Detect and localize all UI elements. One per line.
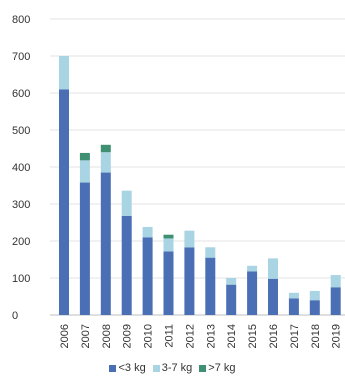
bar-segment-2013-series-0 — [205, 257, 216, 315]
bar-segment-2012-series-0 — [184, 247, 195, 315]
x-tick-label: 2010 — [143, 324, 155, 348]
bar-segment-2006-series-0 — [59, 89, 69, 315]
x-tick-label: 2016 — [268, 324, 280, 348]
bar-segment-2019-series-1 — [330, 275, 341, 288]
y-tick-label: 0 — [12, 310, 18, 322]
bar-segment-2013-series-1 — [205, 247, 216, 258]
x-axis-ticks: 2006 2007 2008 2009 2010 2011 2012 2013 2014 2015… — [59, 324, 343, 348]
bar-segment-2007-series-1 — [79, 160, 90, 183]
grid-lines — [50, 18, 345, 316]
legend-item-lt3kg: <3 kg — [109, 362, 146, 374]
bar-segment-2014-series-1 — [226, 278, 237, 285]
bar-segment-2011-series-2 — [163, 234, 174, 239]
y-tick-label: 400 — [12, 162, 30, 174]
legend: <3 kg 3-7 kg >7 kg — [0, 362, 345, 374]
x-tick-label: 2006 — [59, 324, 71, 348]
bar-segment-2007-series-2 — [79, 152, 90, 161]
legend-item-3to7kg: 3-7 kg — [152, 362, 193, 374]
bar-segment-2016-series-0 — [268, 278, 278, 315]
y-axis-ticks: 0 100 200 300 400 500 600 700 800 — [12, 14, 30, 322]
y-tick-label: 800 — [12, 14, 30, 26]
bar-segment-2017-series-1 — [288, 292, 299, 299]
legend-item-gt7kg: >7 kg — [199, 362, 236, 374]
bar-segment-2015-series-0 — [247, 271, 258, 315]
legend-label-lt3kg: <3 kg — [118, 362, 146, 374]
legend-swatch-3to7kg — [152, 364, 160, 372]
y-tick-label: 300 — [12, 199, 30, 211]
bar-segment-2018-series-0 — [309, 300, 320, 315]
x-tick-label: 2013 — [205, 324, 217, 348]
x-tick-label: 2017 — [289, 324, 301, 348]
bar-segment-2015-series-1 — [247, 265, 258, 272]
bar-segment-2018-series-1 — [309, 290, 320, 301]
legend-label-gt7kg: >7 kg — [208, 362, 236, 374]
bar-segment-2009-series-1 — [121, 190, 132, 216]
y-tick-label: 700 — [12, 51, 30, 63]
bar-segment-2017-series-0 — [288, 298, 299, 315]
bar-segment-2008-series-0 — [100, 172, 111, 315]
bar-segment-2009-series-0 — [121, 215, 132, 315]
x-tick-label: 2014 — [226, 324, 238, 348]
bar-segment-2014-series-0 — [226, 284, 237, 315]
bar-segment-2011-series-1 — [163, 238, 174, 252]
x-tick-label: 2015 — [247, 324, 259, 348]
x-tick-label: 2018 — [310, 324, 322, 348]
x-tick-label: 2012 — [184, 324, 196, 348]
bar-segment-2008-series-1 — [100, 152, 111, 173]
y-tick-label: 200 — [12, 236, 30, 248]
bar-segment-2008-series-2 — [100, 144, 111, 153]
x-tick-label: 2007 — [80, 324, 92, 348]
bar-segment-2012-series-1 — [184, 230, 195, 248]
legend-swatch-gt7kg — [199, 364, 207, 372]
bars — [59, 56, 341, 315]
legend-label-3to7kg: 3-7 kg — [161, 362, 193, 374]
x-tick-label: 2008 — [101, 324, 113, 348]
bar-segment-2010-series-0 — [142, 237, 153, 315]
x-tick-label: 2009 — [122, 324, 134, 348]
bar-segment-2010-series-1 — [142, 226, 153, 238]
bar-segment-2006-series-1 — [59, 56, 69, 90]
bar-segment-2019-series-0 — [330, 287, 341, 315]
bar-segment-2011-series-0 — [163, 251, 174, 315]
bar-segment-2016-series-1 — [268, 258, 278, 279]
x-tick-label: 2019 — [331, 324, 343, 348]
bar-segment-2007-series-0 — [79, 182, 90, 315]
y-tick-label: 100 — [12, 273, 30, 285]
legend-swatch-lt3kg — [109, 364, 117, 372]
y-tick-label: 600 — [12, 88, 30, 100]
y-tick-label: 500 — [12, 125, 30, 137]
x-tick-label: 2011 — [164, 324, 176, 348]
